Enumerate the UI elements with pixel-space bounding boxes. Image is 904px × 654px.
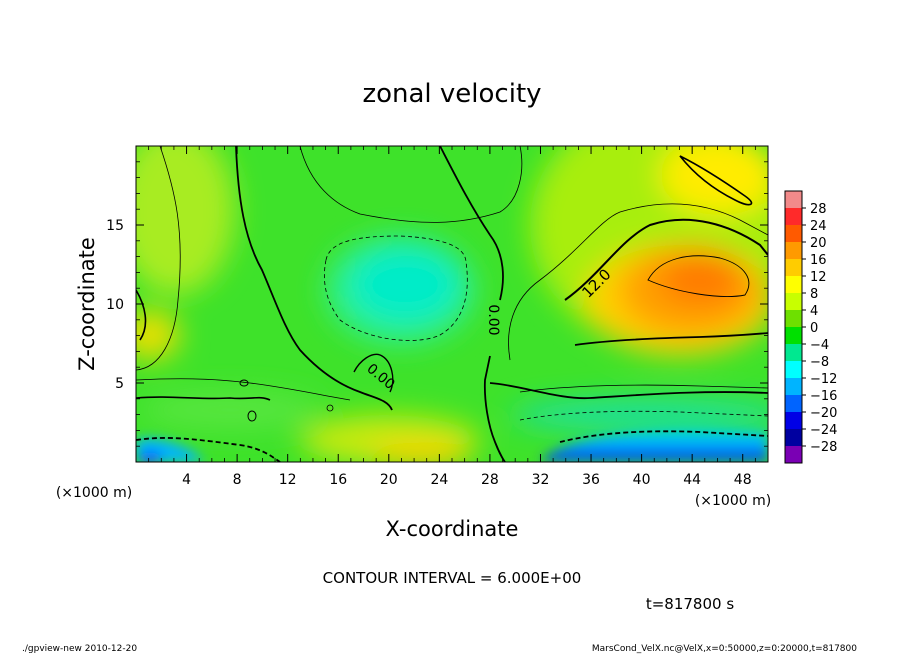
colorbar xyxy=(784,190,803,464)
colorbar-cell xyxy=(785,429,802,447)
y-axis: 5 10 15 xyxy=(106,161,768,447)
colorbar-cell xyxy=(785,378,802,396)
colorbar-cell xyxy=(785,259,802,277)
x-unit-label-right: (×1000 m) xyxy=(695,493,771,509)
colorbar-cell xyxy=(785,344,802,362)
x-tick-label: 12 xyxy=(279,472,297,488)
colorbar-label: 8 xyxy=(810,287,818,302)
x-tick-label: 36 xyxy=(582,472,600,488)
x-tick-label: 16 xyxy=(329,472,347,488)
x-tick-label: 40 xyxy=(633,472,651,488)
colorbar-cell xyxy=(785,412,802,430)
colorbar-cell xyxy=(785,327,802,345)
x-tick-label: 48 xyxy=(734,472,752,488)
y-tick-label: 10 xyxy=(106,297,124,313)
x-tick-label: 44 xyxy=(683,472,701,488)
colorbar-cell xyxy=(785,310,802,328)
colorbar-label: −20 xyxy=(810,406,837,421)
colorbar-label: 12 xyxy=(810,270,827,285)
x-tick-label: 4 xyxy=(182,472,191,488)
contour-label: 0.00 xyxy=(485,304,501,335)
colorbar-label: 0 xyxy=(810,321,818,336)
colorbar-label: −4 xyxy=(810,338,829,353)
y-tick-label: 15 xyxy=(106,218,124,234)
colorbar-label: −28 xyxy=(810,440,837,455)
colorbar-label: 4 xyxy=(810,304,818,319)
x-axis-title: X-coordinate xyxy=(386,517,519,541)
colorbar-label: −12 xyxy=(810,372,837,387)
colorbar-cell xyxy=(785,208,802,226)
x-tick-label: 24 xyxy=(430,472,448,488)
x-axis: 4 8 12 16 20 24 28 32 36 40 44 48 xyxy=(148,146,756,488)
contour-interval-text: CONTOUR INTERVAL = 6.000E+00 xyxy=(323,569,582,587)
x-unit-label-left: (×1000 m) xyxy=(56,485,132,501)
colorbar-cell xyxy=(785,446,802,464)
colorbar-label: 20 xyxy=(810,236,827,251)
colorbar-cell xyxy=(785,293,802,311)
time-text: t=817800 s xyxy=(646,595,734,613)
x-tick-label: 28 xyxy=(481,472,499,488)
y-tick-label: 5 xyxy=(115,376,124,392)
footer-left: ./gpview-new 2010-12-20 xyxy=(22,644,137,654)
chart-title: zonal velocity xyxy=(362,79,541,109)
colorbar-cell xyxy=(785,276,802,294)
colorbar-cell xyxy=(785,225,802,243)
colorbar-cell xyxy=(785,395,802,413)
contour-lines xyxy=(136,146,768,462)
footer-right: MarsCond_VelX.nc@VelX,x=0:50000,z=0:2000… xyxy=(592,644,857,654)
x-tick-label: 8 xyxy=(233,472,242,488)
colorbar-cell xyxy=(785,191,802,209)
colorbar-label: −16 xyxy=(810,389,837,404)
colorbar-cell xyxy=(785,242,802,260)
x-tick-label: 20 xyxy=(380,472,398,488)
colorbar-label: 28 xyxy=(810,202,827,217)
colorbar-label: −8 xyxy=(810,355,829,370)
colorbar-labels: 28 24 20 16 12 8 4 0 −4 −8 −12 −16 −20 −24 −28 xyxy=(802,202,837,455)
colorbar-label: −24 xyxy=(810,423,837,438)
colorbar-label: 24 xyxy=(810,219,827,234)
colorbar-label: 16 xyxy=(810,253,827,268)
y-axis-title: Z-coordinate xyxy=(75,237,99,371)
x-tick-label: 32 xyxy=(532,472,550,488)
colorbar-cell xyxy=(785,361,802,379)
